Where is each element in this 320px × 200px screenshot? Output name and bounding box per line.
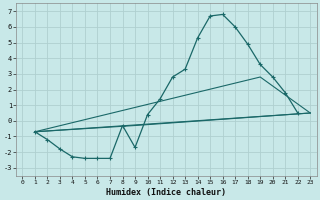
X-axis label: Humidex (Indice chaleur): Humidex (Indice chaleur)	[106, 188, 226, 197]
